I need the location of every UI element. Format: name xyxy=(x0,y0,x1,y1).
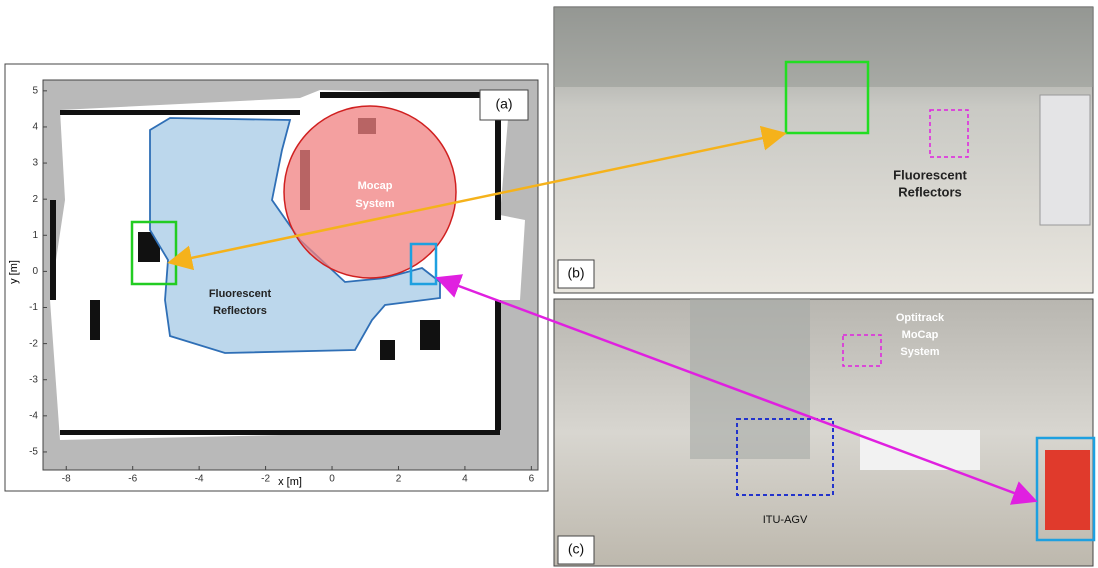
table xyxy=(860,430,980,470)
annotation: Optitrack xyxy=(896,312,945,324)
x-axis-label: x [m] xyxy=(278,476,302,488)
y-tick-label: -1 xyxy=(29,302,38,313)
cabinet xyxy=(1039,94,1091,226)
annotation: MoCap xyxy=(902,329,939,341)
x-tick-label: 2 xyxy=(396,474,402,485)
panel-label: (c) xyxy=(568,541,584,557)
y-tick-label: -5 xyxy=(29,447,38,458)
annotation: ITU-AGV xyxy=(763,514,808,526)
x-tick-label: -4 xyxy=(195,474,204,485)
y-tick-label: 5 xyxy=(32,85,38,96)
x-tick-label: 0 xyxy=(329,474,335,485)
label-box xyxy=(479,89,529,121)
y-tick-label: 4 xyxy=(32,122,38,133)
mocap-area xyxy=(283,105,457,279)
chair xyxy=(1045,450,1090,530)
label-box xyxy=(557,535,595,565)
annotation: Reflectors xyxy=(213,305,267,317)
annotation: Fluorescent xyxy=(893,167,967,182)
x-tick-label: -6 xyxy=(128,474,137,485)
annotation: Fluorescent xyxy=(209,288,272,300)
annotation: Reflectors xyxy=(898,184,962,199)
panel-label: (b) xyxy=(567,265,584,281)
annotation: System xyxy=(900,346,939,358)
y-tick-label: 2 xyxy=(32,194,38,205)
x-tick-label: 4 xyxy=(462,474,468,485)
y-tick-label: 3 xyxy=(32,158,38,169)
x-tick-label: -8 xyxy=(62,474,71,485)
panel-label: (a) xyxy=(495,96,512,112)
x-tick-label: -2 xyxy=(261,474,270,485)
annotation: Mocap xyxy=(358,180,393,192)
y-tick-label: -2 xyxy=(29,338,38,349)
y-axis-label: y [m] xyxy=(8,260,20,284)
photo-c xyxy=(553,298,1094,567)
photo-b-wall xyxy=(554,7,1093,87)
arrow xyxy=(435,274,1038,505)
x-tick-label: 6 xyxy=(529,474,535,485)
annotation: System xyxy=(355,198,394,210)
agv-box xyxy=(784,60,870,135)
y-tick-label: 1 xyxy=(32,230,38,241)
y-tick-label: -3 xyxy=(29,374,38,385)
arrow xyxy=(167,125,787,271)
map-plot xyxy=(42,79,539,471)
y-tick-label: 0 xyxy=(32,266,38,277)
y-tick-label: -4 xyxy=(29,410,38,421)
